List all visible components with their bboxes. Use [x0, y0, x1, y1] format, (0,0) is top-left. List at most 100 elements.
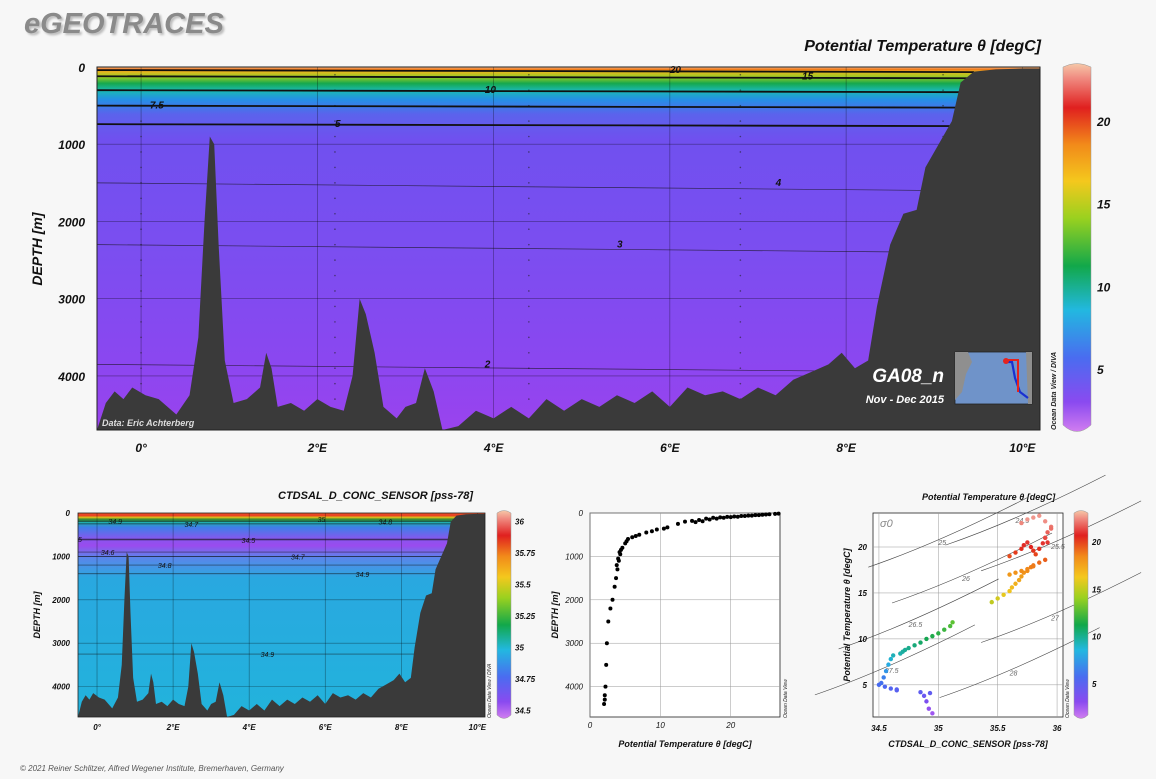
salinity-y-ticks: 0 1000 2000 3000 4000 — [51, 509, 70, 692]
ts-y-ticks: 5 10 15 20 — [857, 543, 867, 690]
data-point — [714, 516, 719, 521]
salinity-bathymetry — [78, 513, 485, 717]
data-point — [735, 514, 740, 519]
data-point — [1001, 592, 1006, 597]
copyright-notice: © 2021 Reiner Schlitzer, Alfred Wegener … — [20, 764, 284, 773]
data-point — [1042, 557, 1048, 563]
data-point — [608, 606, 613, 611]
station-sample-dot — [528, 182, 530, 184]
profile-y-ticks: 0 1000 2000 3000 4000 — [564, 509, 583, 692]
y-tick-label: 10 — [858, 635, 867, 644]
isopycnal-label: 26 — [961, 576, 970, 583]
data-point — [926, 706, 932, 711]
station-sample-dot — [140, 135, 142, 138]
station-sample-dot — [739, 274, 742, 277]
temperature-colorbar-ticks: 5 10 15 20 — [1096, 115, 1111, 377]
data-point — [1007, 588, 1012, 594]
station-sample-dot — [739, 182, 742, 184]
station-sample-dot — [528, 305, 530, 308]
station-sample-dot — [140, 120, 142, 122]
station-sample-dot — [942, 104, 944, 107]
x-tick-label: 35 — [934, 724, 943, 733]
salinity-colorbar-ticks: 34.5 34.75 35 35.25 35.5 35.75 36 — [515, 518, 536, 716]
data-point — [773, 511, 778, 516]
salinity-x-ticks: 0° 2°E 4°E 6°E 8°E 10°E — [93, 723, 487, 732]
ts-grid — [873, 513, 1063, 717]
station-sample-dot — [528, 212, 530, 215]
data-point — [912, 643, 917, 648]
station-sample-dot — [140, 166, 142, 169]
colorbar-tick-label: 35.25 — [515, 612, 536, 621]
station-sample-dot — [334, 321, 336, 323]
contour-label: 2 — [484, 359, 491, 370]
station-sample-dot — [140, 73, 142, 76]
contour-label: 3 — [617, 240, 623, 251]
y-tick-label: 0 — [78, 61, 85, 75]
y-tick-label: 1000 — [52, 552, 70, 561]
data-point — [1031, 548, 1036, 553]
data-point — [753, 513, 758, 518]
station-sample-dot — [140, 212, 142, 215]
data-point — [1025, 540, 1030, 545]
data-point — [890, 653, 896, 658]
colorbar-tick-label: 10 — [1092, 633, 1101, 642]
data-point — [881, 675, 886, 680]
y-tick-label: 2000 — [51, 596, 70, 605]
colorbar-tick-label: 10 — [1097, 280, 1111, 294]
odv-label-salinity: Ocean Data View / DIVA — [487, 663, 493, 718]
station-sample-dot — [140, 305, 142, 308]
data-point — [697, 517, 702, 522]
station-sample-dot — [739, 212, 742, 215]
main-plot-frame — [96, 66, 1041, 431]
contour-label: 4 — [775, 178, 782, 189]
station-sample-dot — [739, 228, 742, 230]
data-point — [1048, 526, 1054, 531]
y-tick-label: 5 — [863, 681, 868, 690]
station-sample-dot — [334, 73, 336, 76]
data-point — [1031, 515, 1036, 520]
data-point — [604, 662, 609, 667]
station-sample-dot — [140, 321, 142, 323]
colorbar-tick-label: 20 — [1096, 115, 1111, 129]
inset-land-east — [1026, 352, 1032, 404]
data-point — [1045, 530, 1050, 535]
data-point — [614, 576, 619, 581]
contour-label: 34.7 — [185, 522, 200, 529]
data-point — [704, 516, 709, 521]
contour-line — [96, 89, 974, 94]
data-point — [612, 584, 617, 589]
station-sample-dot — [140, 336, 142, 339]
data-point — [630, 535, 635, 540]
odv-label-profile: Ocean Data View — [783, 679, 789, 718]
station-sample-dot — [739, 367, 742, 370]
ts-points — [876, 513, 1054, 716]
inset-cruise-track — [1006, 360, 1029, 399]
y-tick-label: 4000 — [565, 683, 583, 692]
station-sample-dot — [528, 73, 530, 76]
x-tick-label: 10 — [656, 721, 665, 730]
station-sample-dot — [528, 166, 530, 169]
data-point — [637, 532, 642, 537]
data-point — [661, 526, 666, 531]
isopycnal-line — [838, 578, 999, 650]
station-sample-dot — [334, 197, 336, 200]
inset-station-marker — [1003, 358, 1009, 364]
y-tick-label: 20 — [857, 543, 867, 552]
station-sample-dot — [334, 336, 336, 339]
data-point — [1031, 564, 1036, 569]
profile-points — [602, 511, 781, 706]
station-sample-dot — [739, 120, 742, 122]
station-sample-dot — [334, 151, 336, 153]
data-point — [1019, 546, 1024, 552]
ts-x-axis-label: CTDSAL_D_CONC_SENSOR [pss-78] — [888, 739, 1049, 749]
data-point — [1025, 566, 1030, 572]
station-sample-dot — [528, 290, 530, 292]
station-sample-dot — [739, 197, 742, 200]
station-sample-dot — [739, 290, 742, 292]
data-point — [1025, 517, 1030, 522]
salinity-y-axis-label: DEPTH [m] — [32, 590, 42, 638]
salinity-plot-frame — [77, 512, 486, 718]
contour-line — [96, 75, 974, 80]
main-chart-title: Potential Temperature θ [degC] — [804, 38, 1041, 55]
